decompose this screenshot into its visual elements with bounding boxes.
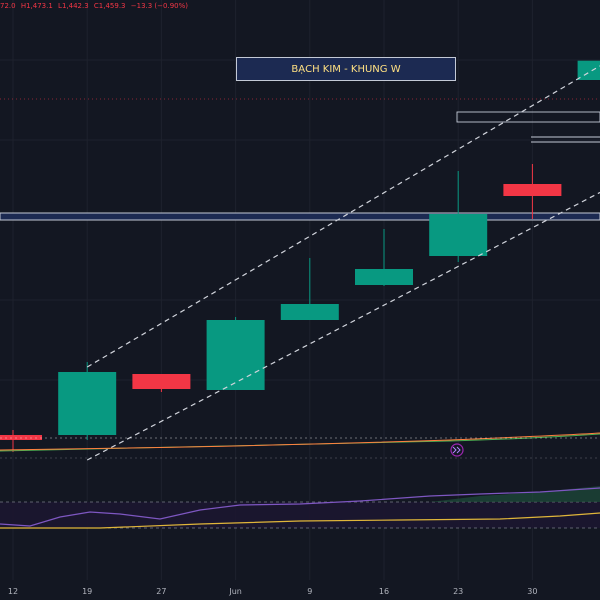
ohlc-high: H1,473.1	[20, 2, 53, 10]
ohlc-low: L1,442.3	[58, 2, 89, 10]
candle-up	[355, 269, 413, 285]
ohlc-change: −13.3 (−0.90%)	[130, 2, 188, 10]
oscillator-overbought-fill	[430, 486, 600, 502]
oscillator-signal-line	[0, 512, 600, 529]
x-tick-label: 19	[82, 587, 92, 596]
resistance-zone	[0, 212, 600, 221]
candle-down	[132, 374, 191, 389]
x-tick-label: 12	[8, 587, 18, 596]
chart-title-box[interactable]: BẠCH KIM - KHUNG W	[236, 57, 456, 81]
channel-lower-line	[86, 191, 600, 461]
x-tick-label: 30	[527, 587, 537, 596]
candle-up	[206, 320, 265, 390]
candle-up	[429, 214, 488, 256]
ema-line-orange	[0, 432, 600, 451]
ohlc-readout: 72.0 H1,473.1 L1,442.3 C1,459.3 −13.3 (−…	[0, 0, 191, 12]
x-tick-label: 27	[156, 587, 166, 596]
x-tick-label: Jun	[228, 587, 242, 596]
oscillator-line	[0, 487, 600, 527]
candle-down	[503, 184, 562, 196]
high-level-box	[456, 111, 600, 123]
x-tick-label: 9	[307, 587, 312, 596]
x-tick-label: 23	[453, 587, 463, 596]
candle-up	[577, 60, 600, 80]
ohlc-open: 72.0	[0, 2, 16, 10]
replay-marker-icon	[450, 443, 464, 457]
candle-up	[58, 372, 117, 435]
candle-down	[0, 435, 42, 440]
oscillator-band	[0, 502, 600, 528]
candle-up	[280, 304, 339, 320]
x-tick-label: 16	[379, 587, 389, 596]
chart-title: BẠCH KIM - KHUNG W	[291, 63, 401, 75]
ohlc-close: C1,459.3	[93, 2, 126, 10]
chevron-right-icon	[452, 446, 461, 454]
channel-upper-line	[86, 65, 600, 368]
